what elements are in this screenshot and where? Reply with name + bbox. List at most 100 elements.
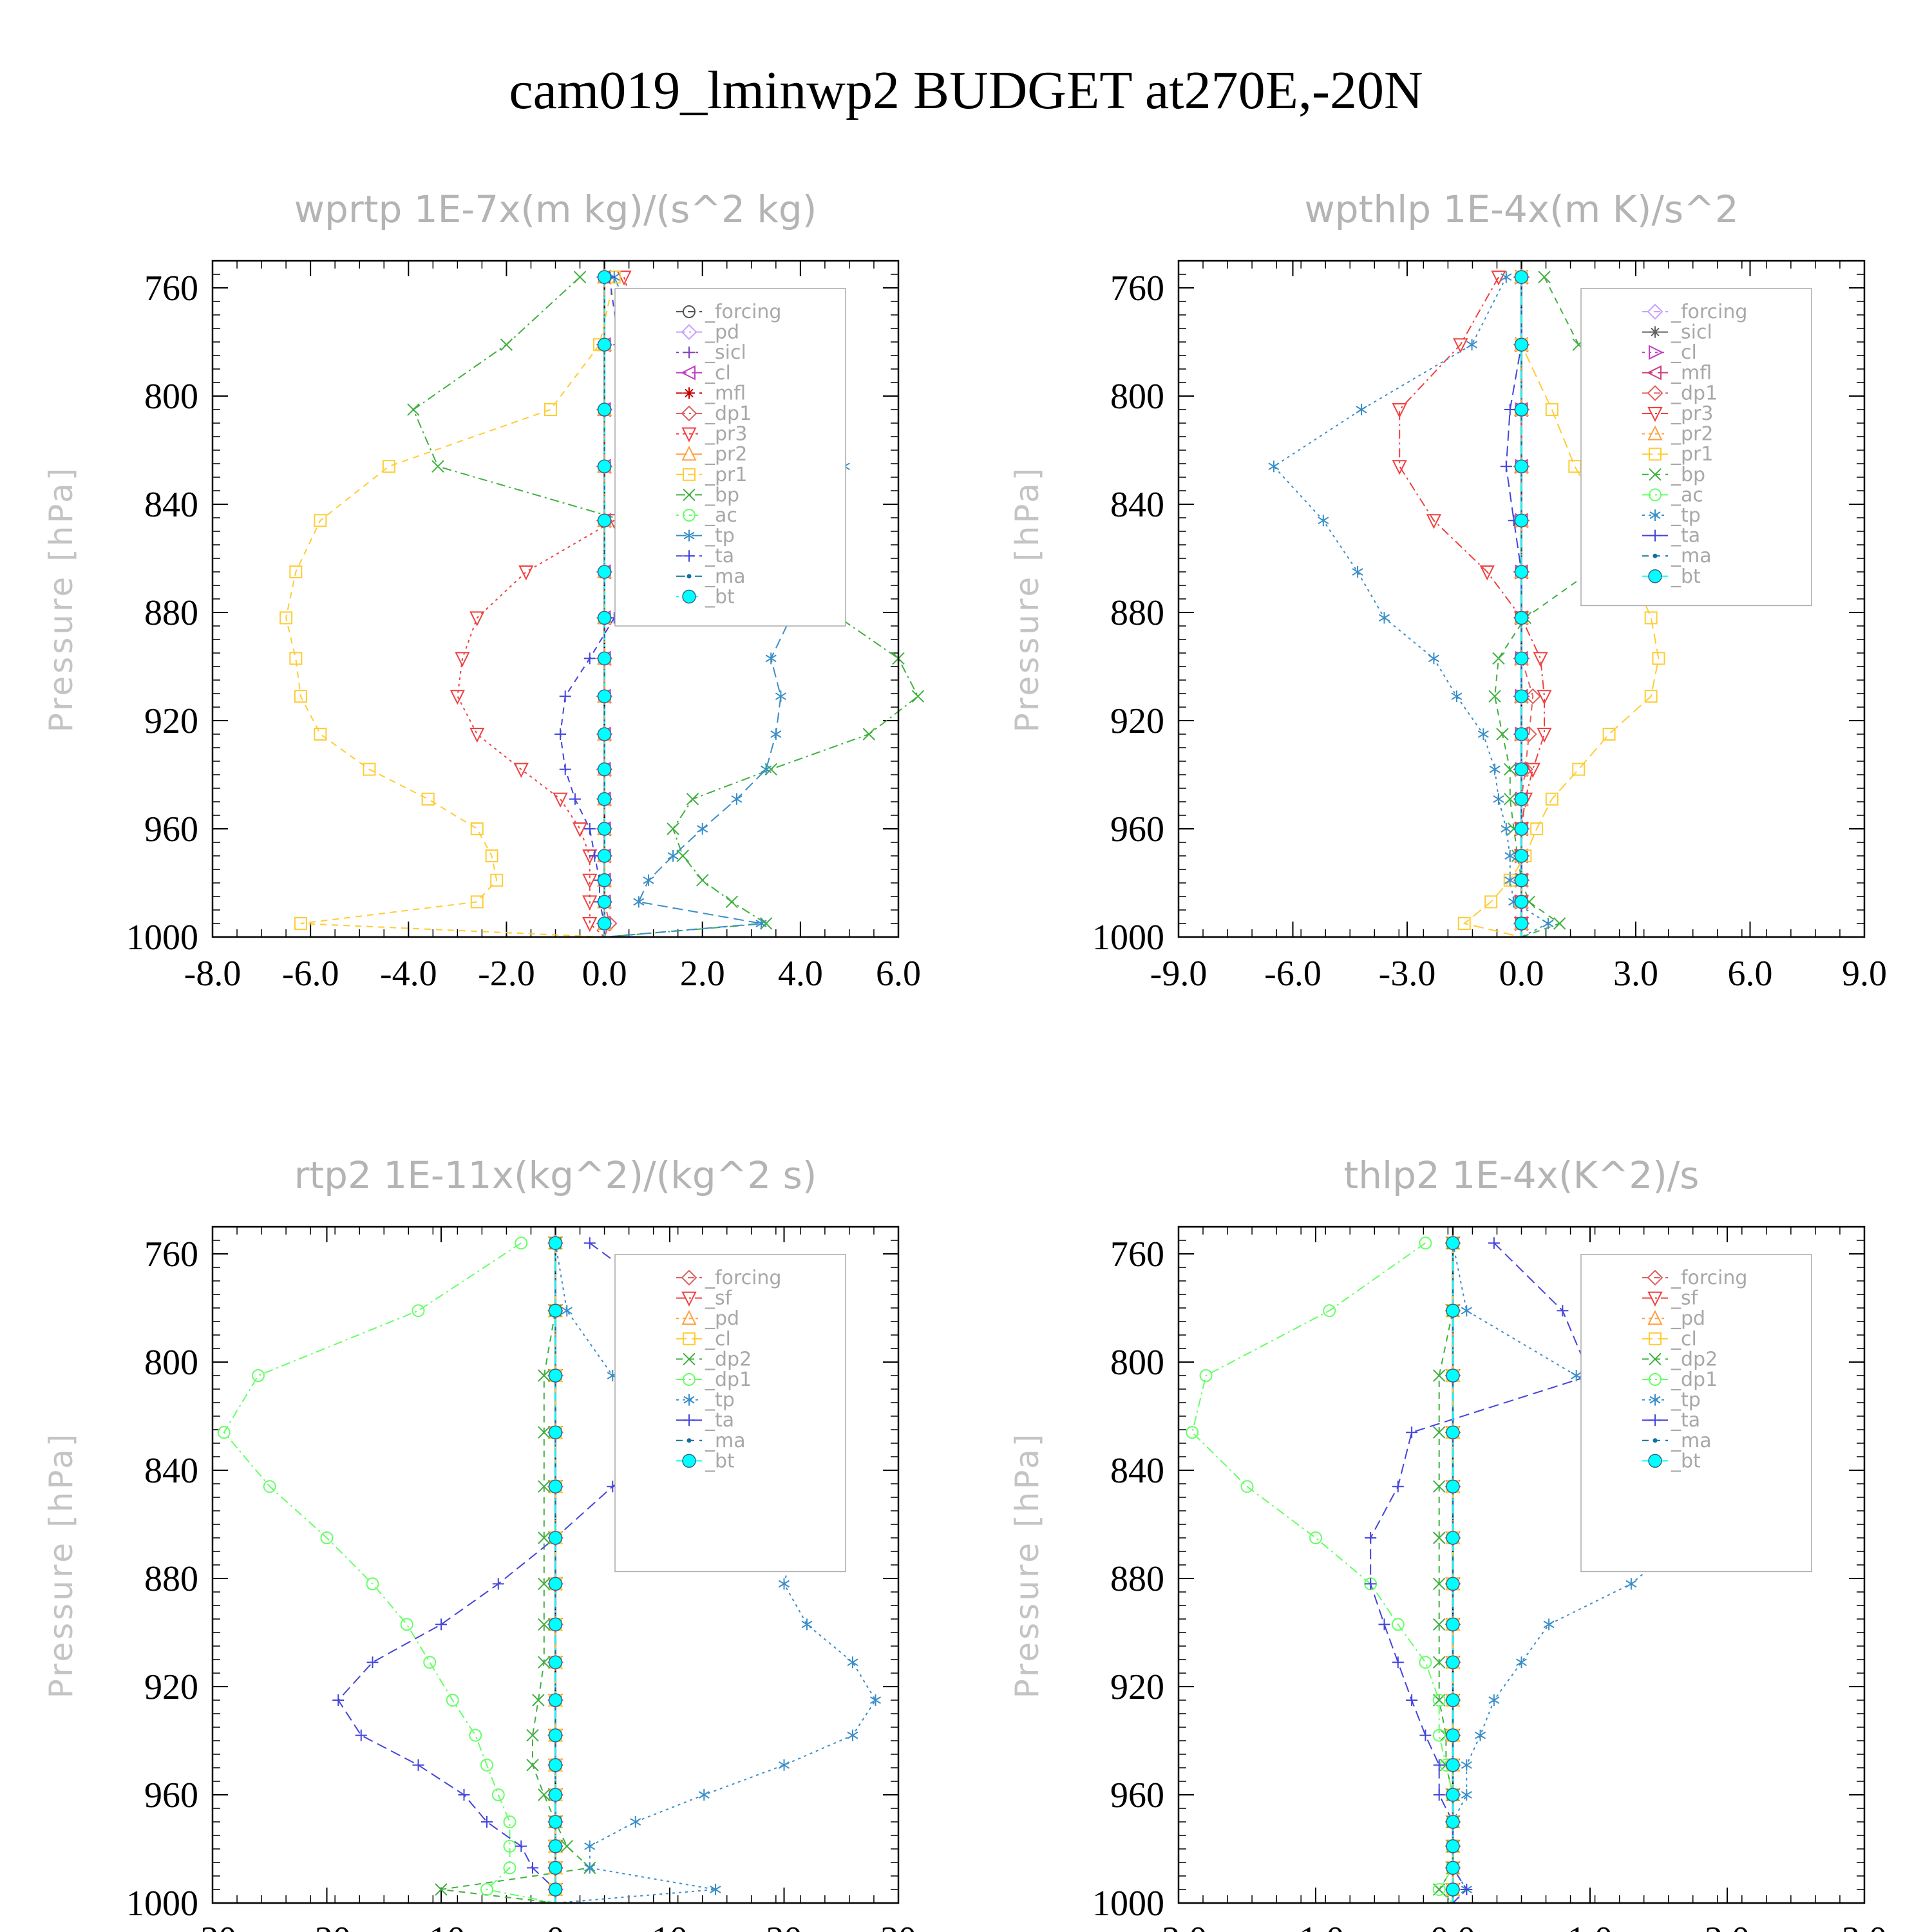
x-tick-label: 3.0 [1613, 954, 1658, 994]
legend-label: _cl [705, 1328, 731, 1350]
data-point [1352, 566, 1363, 578]
legend-marker [1648, 569, 1662, 583]
legend-label: _dp2 [1671, 1348, 1718, 1370]
legend-item-dp1: _dp1 [676, 1368, 752, 1391]
data-point [770, 728, 782, 740]
legend-label: _tp [705, 525, 735, 547]
legend-label: _pr2 [705, 443, 747, 466]
data-point [355, 1729, 367, 1741]
series-line-pr3 [457, 276, 688, 938]
data-point [1446, 1861, 1460, 1875]
data-point [1461, 1759, 1472, 1771]
y-axis-label: Pressure [hPa] [1009, 1432, 1046, 1699]
legend-label: _pr2 [1671, 423, 1713, 446]
y-tick-label: 840 [144, 1451, 198, 1491]
legend-item-bt: _bt [1642, 1450, 1701, 1472]
data-point [1446, 1425, 1460, 1439]
data-point [1530, 822, 1544, 835]
data-point [1644, 611, 1658, 625]
data-point [1392, 460, 1407, 475]
data-point [584, 1862, 596, 1874]
data-point [1391, 1618, 1405, 1631]
data-point [470, 895, 484, 909]
data-point [1514, 270, 1529, 284]
data-point [667, 850, 679, 862]
data-point [538, 1618, 551, 1631]
legend-marker [1649, 448, 1662, 461]
data-point [1484, 895, 1498, 909]
y-tick-label: 800 [1110, 1343, 1164, 1383]
data-point [548, 1655, 563, 1669]
data-point [584, 1840, 596, 1852]
data-point [480, 1883, 493, 1896]
legend-item-pd: _pd [676, 1307, 739, 1330]
data-point [862, 728, 876, 741]
legend-marker [1649, 529, 1661, 542]
series-line-pr1 [285, 276, 615, 938]
y-tick-label: 760 [144, 269, 198, 308]
series-markers-dp2 [435, 1236, 596, 1896]
legend-label: _sicl [1671, 321, 1712, 344]
data-point [1479, 565, 1495, 581]
legend-item-ac: _ac [676, 504, 737, 527]
legend-item-mfl: _mfl [676, 382, 746, 404]
legend-item-bt: _bt [1642, 565, 1701, 588]
data-point [1514, 513, 1529, 527]
series-pr1 [1463, 277, 1660, 938]
data-point [559, 763, 571, 775]
legend-marker [683, 1394, 695, 1406]
data-point [469, 1728, 482, 1742]
legend-label: _bt [705, 1450, 735, 1472]
legend-item-forcing: _forcing [1642, 301, 1747, 323]
panel-title: wpthlp 1E-4x(m K)/s^2 [1304, 187, 1738, 231]
panel-title: rtp2 1E-11x(kg^2)/(kg^2 s) [294, 1153, 817, 1197]
data-point [1446, 1531, 1460, 1545]
data-point [597, 849, 612, 863]
chart-panel-thlp2: thlp2 1E-4x(K^2)/s Pressure [hPa] -2.0 -1.0… [1009, 1153, 1887, 1932]
y-tick-label: 920 [144, 701, 198, 741]
data-point [1500, 460, 1512, 473]
legend-marker [1647, 1291, 1663, 1307]
legend-marker [1649, 1332, 1662, 1345]
series-markers-dp1 [1186, 1236, 1459, 1896]
legend-marker [1646, 365, 1662, 381]
legend-marker [1647, 1309, 1663, 1325]
data-point [1543, 1618, 1555, 1631]
data-point [548, 1236, 563, 1250]
data-point [1504, 793, 1517, 806]
data-point [1515, 1656, 1528, 1669]
data-point [431, 460, 444, 473]
data-point [548, 1693, 563, 1707]
series-line-tp [1273, 276, 1549, 938]
data-point [526, 1759, 539, 1772]
data-point [469, 611, 485, 627]
legend: _forcing_sf_pd_cl_dp2_dp1_tp_ta_ma_bt [614, 1254, 846, 1573]
data-point [366, 1656, 379, 1669]
data-point [492, 1578, 504, 1590]
legend-item-ta: _ta [1642, 1409, 1700, 1432]
legend-marker [1653, 1438, 1658, 1443]
data-point [455, 652, 470, 667]
legend-label: _dp1 [1671, 1368, 1718, 1391]
legend-item-forcing: _forcing [1642, 1267, 1747, 1289]
data-point [725, 895, 739, 909]
y-tick-label: 960 [144, 1776, 198, 1815]
legend-label: _forcing [1671, 301, 1747, 323]
y-tick-label: 880 [144, 593, 198, 633]
series-line-dp1 [223, 1242, 556, 1904]
legend-box [614, 1254, 846, 1573]
legend-marker [680, 365, 696, 381]
data-point [320, 1531, 334, 1544]
data-point [1501, 271, 1512, 283]
data-point [710, 1884, 721, 1895]
data-point [1446, 1693, 1460, 1707]
data-point [778, 1759, 790, 1771]
data-point [1268, 460, 1280, 473]
legend-item-sicl: _sicl [676, 341, 746, 364]
legend-marker [681, 1309, 697, 1325]
data-point [1644, 690, 1658, 703]
data-point [1446, 1728, 1460, 1743]
data-point [515, 1840, 527, 1852]
legend-marker [1649, 1394, 1661, 1406]
legend-item-tp: _tp [676, 1389, 735, 1412]
